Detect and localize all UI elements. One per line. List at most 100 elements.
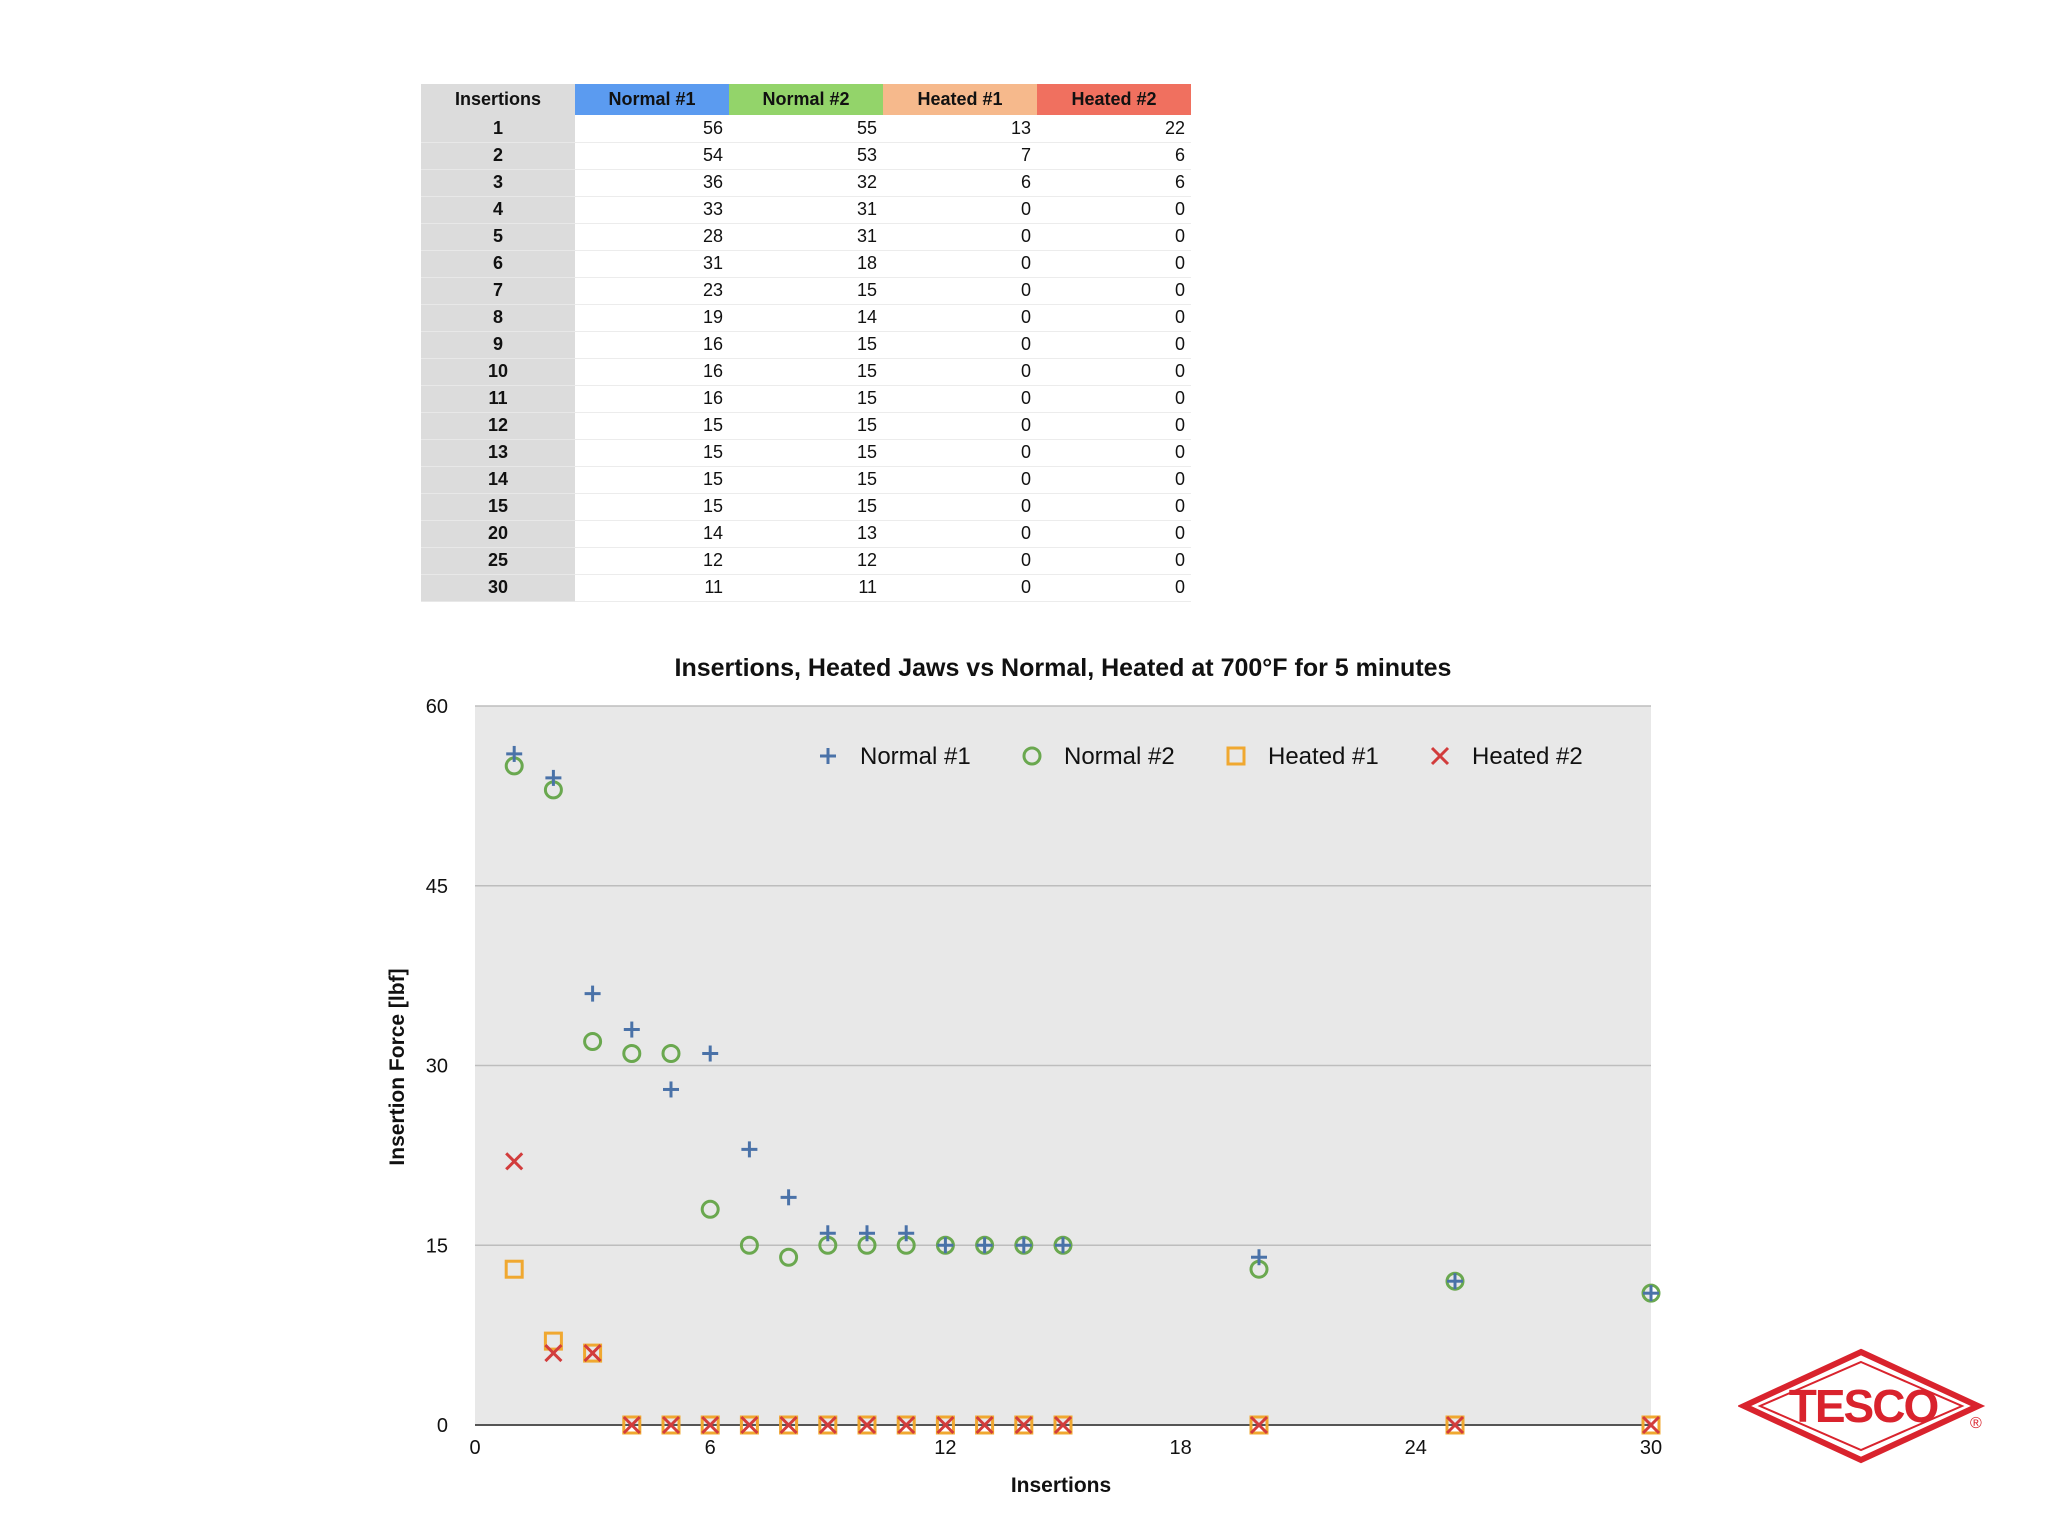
cell-heated-1: 0 — [883, 196, 1037, 224]
cell-heated-1: 0 — [883, 358, 1037, 386]
y-tick-label: 45 — [426, 876, 448, 898]
point-heated-1 — [504, 1259, 524, 1279]
cell-normal-1: 15 — [575, 412, 729, 440]
point-heated-1 — [1641, 1415, 1661, 1435]
cell-normal-2: 15 — [729, 412, 883, 440]
point-normal-1 — [623, 1021, 640, 1038]
point-heated-1 — [583, 1343, 603, 1363]
cell-heated-1: 6 — [883, 169, 1037, 197]
cell-heated-1: 0 — [883, 520, 1037, 548]
legend-label-normal-2: Normal #2 — [1064, 743, 1175, 770]
cell-normal-2: 15 — [729, 493, 883, 521]
point-heated-2 — [1445, 1415, 1465, 1435]
legend-marker-normal-2 — [1022, 746, 1042, 766]
point-heated-1 — [622, 1415, 642, 1435]
cell-insertions: 14 — [421, 466, 575, 494]
cell-heated-2: 0 — [1037, 574, 1191, 602]
cell-heated-2: 0 — [1037, 277, 1191, 305]
axis-ticks: 0 15 30 45 60 0 6 12 18 24 30 — [426, 696, 1662, 1459]
cell-normal-1: 15 — [575, 466, 729, 494]
point-heated-2 — [936, 1415, 955, 1435]
cell-heated-1: 0 — [883, 331, 1037, 359]
cell-insertions: 8 — [421, 304, 575, 332]
point-heated-2 — [661, 1415, 681, 1435]
table-row: 2 54 53 7 6 — [421, 142, 1191, 170]
cell-normal-1: 16 — [575, 331, 729, 359]
cell-heated-2: 22 — [1037, 115, 1191, 143]
point-heated-2 — [1249, 1415, 1269, 1435]
table-row: 4 33 31 0 0 — [421, 196, 1191, 224]
cell-normal-2: 55 — [729, 115, 883, 143]
y-axis-label: Insertion Force [lbf] — [386, 968, 409, 1165]
point-normal-2 — [622, 1044, 642, 1064]
table-row: 30 11 11 0 0 — [421, 574, 1191, 602]
cell-normal-2: 31 — [729, 196, 883, 224]
table-row: 7 23 15 0 0 — [421, 277, 1191, 305]
cell-normal-2: 11 — [729, 574, 883, 602]
cell-normal-1: 14 — [575, 520, 729, 548]
point-heated-2 — [818, 1415, 837, 1435]
y-tick-label: 0 — [437, 1415, 448, 1437]
cell-normal-2: 31 — [729, 223, 883, 251]
point-normal-1 — [1643, 1285, 1659, 1302]
legend-label-heated-1: Heated #1 — [1268, 743, 1379, 770]
table-row: 12 15 15 0 0 — [421, 412, 1191, 440]
cell-heated-2: 0 — [1037, 547, 1191, 575]
cell-insertions: 6 — [421, 250, 575, 278]
point-heated-2 — [505, 1152, 524, 1171]
cell-normal-2: 13 — [729, 520, 883, 548]
x-tick-label: 12 — [934, 1437, 956, 1459]
point-heated-1 — [779, 1415, 799, 1435]
cell-heated-2: 0 — [1037, 439, 1191, 467]
point-heated-2 — [701, 1415, 720, 1435]
cell-insertions: 11 — [421, 385, 575, 413]
point-normal-1 — [663, 1081, 679, 1098]
cell-insertions: 9 — [421, 331, 575, 359]
cell-normal-2: 53 — [729, 142, 883, 170]
point-normal-2 — [739, 1235, 759, 1255]
point-normal-1 — [1447, 1273, 1463, 1290]
cell-heated-1: 13 — [883, 115, 1037, 143]
legend: Normal #1 Normal #2 Heated #1 Heated #2 — [820, 743, 1583, 770]
cell-heated-2: 0 — [1037, 358, 1191, 386]
cell-insertions: 15 — [421, 493, 575, 521]
cell-normal-1: 19 — [575, 304, 729, 332]
cell-normal-2: 15 — [729, 277, 883, 305]
point-heated-2 — [622, 1415, 641, 1435]
cell-normal-1: 31 — [575, 250, 729, 278]
cell-heated-1: 0 — [883, 304, 1037, 332]
point-normal-1 — [702, 1045, 719, 1062]
cell-heated-2: 0 — [1037, 223, 1191, 251]
cell-insertions: 20 — [421, 520, 575, 548]
point-heated-1 — [1249, 1415, 1269, 1435]
cell-normal-1: 36 — [575, 169, 729, 197]
data-points — [504, 745, 1661, 1435]
x-tick-label: 6 — [705, 1437, 716, 1459]
legend-label-heated-2: Heated #2 — [1472, 743, 1583, 770]
data-table: Insertions Normal #1 Normal #2 Heated #1… — [421, 84, 1191, 602]
table-row: 9 16 15 0 0 — [421, 331, 1191, 359]
point-normal-1 — [584, 985, 601, 1002]
logo-text: TESCO — [1789, 1380, 1938, 1432]
point-normal-1 — [545, 769, 562, 786]
header-normal-1: Normal #1 — [575, 84, 729, 115]
point-heated-2 — [857, 1415, 877, 1435]
logo-diamond-inner — [1757, 1360, 1965, 1452]
point-heated-2 — [544, 1344, 563, 1363]
cell-heated-1: 0 — [883, 277, 1037, 305]
point-heated-1 — [739, 1415, 759, 1435]
cell-normal-1: 23 — [575, 277, 729, 305]
tesco-logo: TESCO ® — [1738, 1348, 1986, 1464]
cell-insertions: 25 — [421, 547, 575, 575]
cell-normal-2: 15 — [729, 331, 883, 359]
legend-marker-heated-2 — [1430, 746, 1450, 766]
y-tick-label: 15 — [426, 1235, 448, 1257]
header-normal-2: Normal #2 — [729, 84, 883, 115]
cell-insertions: 7 — [421, 277, 575, 305]
legend-marker-heated-1 — [1226, 746, 1246, 766]
y-tick-label: 30 — [426, 1056, 448, 1078]
point-normal-2 — [779, 1247, 799, 1267]
legend-marker-normal-1 — [820, 748, 836, 764]
point-heated-1 — [1053, 1415, 1073, 1435]
